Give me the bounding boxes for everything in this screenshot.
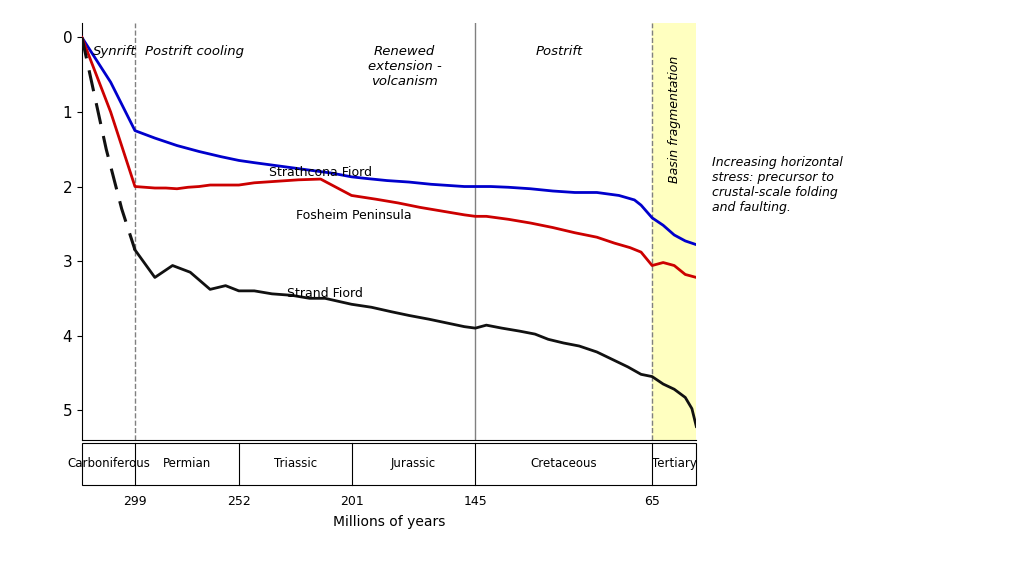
Text: 201: 201: [340, 495, 364, 508]
Text: Triassic: Triassic: [273, 457, 316, 470]
Text: Tertiary: Tertiary: [652, 457, 696, 470]
Text: Fosheim Peninsula: Fosheim Peninsula: [296, 209, 412, 222]
Text: 65: 65: [644, 495, 660, 508]
Text: 252: 252: [227, 495, 251, 508]
Bar: [652, 23, 696, 440]
Text: Cretaceous: Cretaceous: [530, 457, 597, 470]
Text: Carboniferous: Carboniferous: [67, 457, 150, 470]
Text: 145: 145: [464, 495, 487, 508]
Text: Strathcona Fiord: Strathcona Fiord: [269, 166, 372, 179]
Text: Jurassic: Jurassic: [391, 457, 436, 470]
Text: 299: 299: [123, 495, 146, 508]
Text: Permian: Permian: [163, 457, 211, 470]
Text: Postrift cooling: Postrift cooling: [145, 45, 244, 58]
Text: Strand Fiord: Strand Fiord: [287, 287, 362, 300]
Text: Postrift: Postrift: [536, 45, 583, 58]
Text: Increasing horizontal
stress: precursor to
crustal-scale folding
and faulting.: Increasing horizontal stress: precursor …: [712, 156, 843, 214]
Text: Synrift: Synrift: [93, 45, 136, 58]
Text: Renewed
extension -
volcanism: Renewed extension - volcanism: [368, 45, 441, 88]
Text: Basin fragmentation: Basin fragmentation: [668, 56, 681, 183]
Text: Millions of years: Millions of years: [333, 515, 445, 529]
